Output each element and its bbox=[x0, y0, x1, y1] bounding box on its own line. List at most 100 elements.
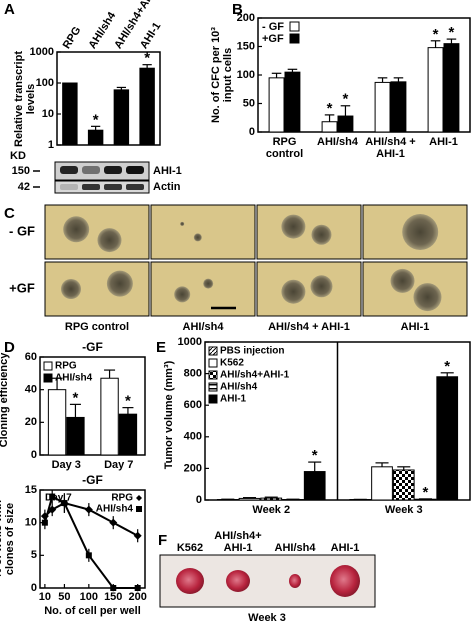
y-tick-label: 40 bbox=[25, 384, 37, 396]
bar bbox=[374, 81, 391, 133]
legend-swatch bbox=[289, 21, 300, 32]
y-tick-label: 200 bbox=[237, 12, 255, 24]
blot-band-label: AHI-1 bbox=[153, 165, 182, 177]
blot-band bbox=[60, 166, 78, 174]
colony bbox=[311, 224, 332, 245]
y-tick-label: 60 bbox=[25, 351, 37, 363]
panel-letter: A bbox=[4, 1, 15, 18]
x-tick-label: RPG bbox=[61, 25, 84, 52]
legend-swatch bbox=[289, 33, 300, 44]
colony bbox=[63, 216, 90, 243]
y-tick-label: 50 bbox=[243, 97, 255, 109]
bar bbox=[337, 115, 354, 133]
bar bbox=[436, 376, 459, 501]
marker bbox=[110, 585, 117, 591]
legend-label: AHI-1 bbox=[220, 394, 247, 405]
colony-image bbox=[44, 204, 150, 260]
blot-band bbox=[82, 184, 100, 190]
marker bbox=[84, 505, 93, 514]
colony-image bbox=[150, 204, 256, 260]
bar bbox=[87, 129, 104, 146]
bar bbox=[66, 416, 85, 456]
bar bbox=[321, 121, 338, 133]
bar bbox=[427, 47, 444, 133]
legend-label: AHI/sh4 bbox=[96, 504, 134, 515]
significance-star: * bbox=[433, 26, 439, 43]
x-tick-label: 200 bbox=[128, 591, 146, 603]
legend-label: RPG bbox=[55, 361, 77, 372]
legend-marker bbox=[136, 506, 142, 512]
tumor-label: AHI/sh4 bbox=[275, 542, 317, 554]
y-tick-label: 400 bbox=[184, 431, 202, 443]
tumor-label: AHI-1 bbox=[224, 542, 253, 554]
colony bbox=[97, 228, 122, 253]
plot-frame bbox=[56, 51, 161, 146]
significance-star: * bbox=[125, 393, 131, 410]
colony bbox=[203, 278, 214, 289]
legend-swatch bbox=[43, 361, 53, 371]
y-tick-label: 0 bbox=[31, 449, 37, 461]
bar bbox=[392, 469, 415, 501]
bar bbox=[118, 413, 138, 456]
colony-image bbox=[256, 261, 362, 317]
blot-unit: KD bbox=[10, 150, 26, 162]
blot-band bbox=[82, 166, 100, 174]
x-tick-label: AHI-1 bbox=[138, 20, 163, 51]
colony bbox=[106, 270, 133, 297]
tumor bbox=[289, 574, 301, 588]
marker bbox=[41, 519, 48, 526]
legend-label: +GF bbox=[262, 33, 284, 45]
panel-letter: C bbox=[4, 205, 15, 222]
chart-title: -GF bbox=[82, 340, 103, 354]
y-tick-label: 600 bbox=[184, 399, 202, 411]
legend-label: AHI/sh4 bbox=[220, 382, 258, 393]
bar bbox=[268, 77, 285, 133]
row-label: - GF bbox=[9, 223, 35, 238]
y-tick-label: 800 bbox=[184, 368, 202, 380]
column-label: AHI-1 bbox=[401, 321, 430, 333]
y-tick-label: 20 bbox=[25, 416, 37, 428]
legend-marker bbox=[136, 495, 142, 501]
tumor-label: AHI-1 bbox=[331, 542, 360, 554]
tumor bbox=[330, 565, 360, 597]
y-tick-label: 0 bbox=[31, 582, 37, 594]
column-label: AHI/sh4 + AHI-1 bbox=[268, 321, 350, 333]
marker bbox=[134, 585, 141, 591]
y-tick-label: 150 bbox=[237, 40, 255, 52]
legend-label: K562 bbox=[220, 358, 244, 369]
panel-letter: D bbox=[4, 339, 15, 356]
colony bbox=[402, 214, 439, 250]
blot-band bbox=[104, 184, 122, 190]
plot-frame bbox=[39, 489, 146, 589]
bar bbox=[443, 43, 460, 133]
marker bbox=[61, 500, 68, 507]
tumor bbox=[226, 570, 250, 592]
marker bbox=[109, 518, 118, 527]
column-label: AHI/sh4 bbox=[183, 321, 225, 333]
significance-star: * bbox=[73, 389, 79, 406]
bar bbox=[390, 81, 407, 133]
colony bbox=[61, 279, 81, 299]
plot-frame bbox=[39, 356, 146, 456]
bar bbox=[113, 89, 130, 146]
colony-image bbox=[150, 261, 256, 317]
colony bbox=[281, 214, 306, 239]
y-tick-label: 0 bbox=[249, 126, 255, 138]
panel-letter: F bbox=[158, 532, 167, 549]
y-tick-label: 100 bbox=[237, 69, 255, 81]
significance-star: * bbox=[449, 24, 455, 41]
blot-marker: 150 bbox=[12, 165, 30, 177]
column-label: RPG control bbox=[65, 321, 129, 333]
colony bbox=[174, 286, 191, 303]
colony bbox=[390, 268, 415, 293]
bar bbox=[100, 377, 119, 456]
blot-strip bbox=[54, 180, 150, 194]
bar bbox=[260, 497, 283, 501]
chart-title: -GF bbox=[82, 473, 103, 487]
legend-swatch bbox=[208, 382, 218, 392]
legend-label: AHI/sh4 bbox=[55, 373, 93, 384]
colony bbox=[413, 283, 442, 312]
x-tick-label: 100 bbox=[80, 591, 98, 603]
y-tick-label: 1 bbox=[48, 139, 54, 151]
